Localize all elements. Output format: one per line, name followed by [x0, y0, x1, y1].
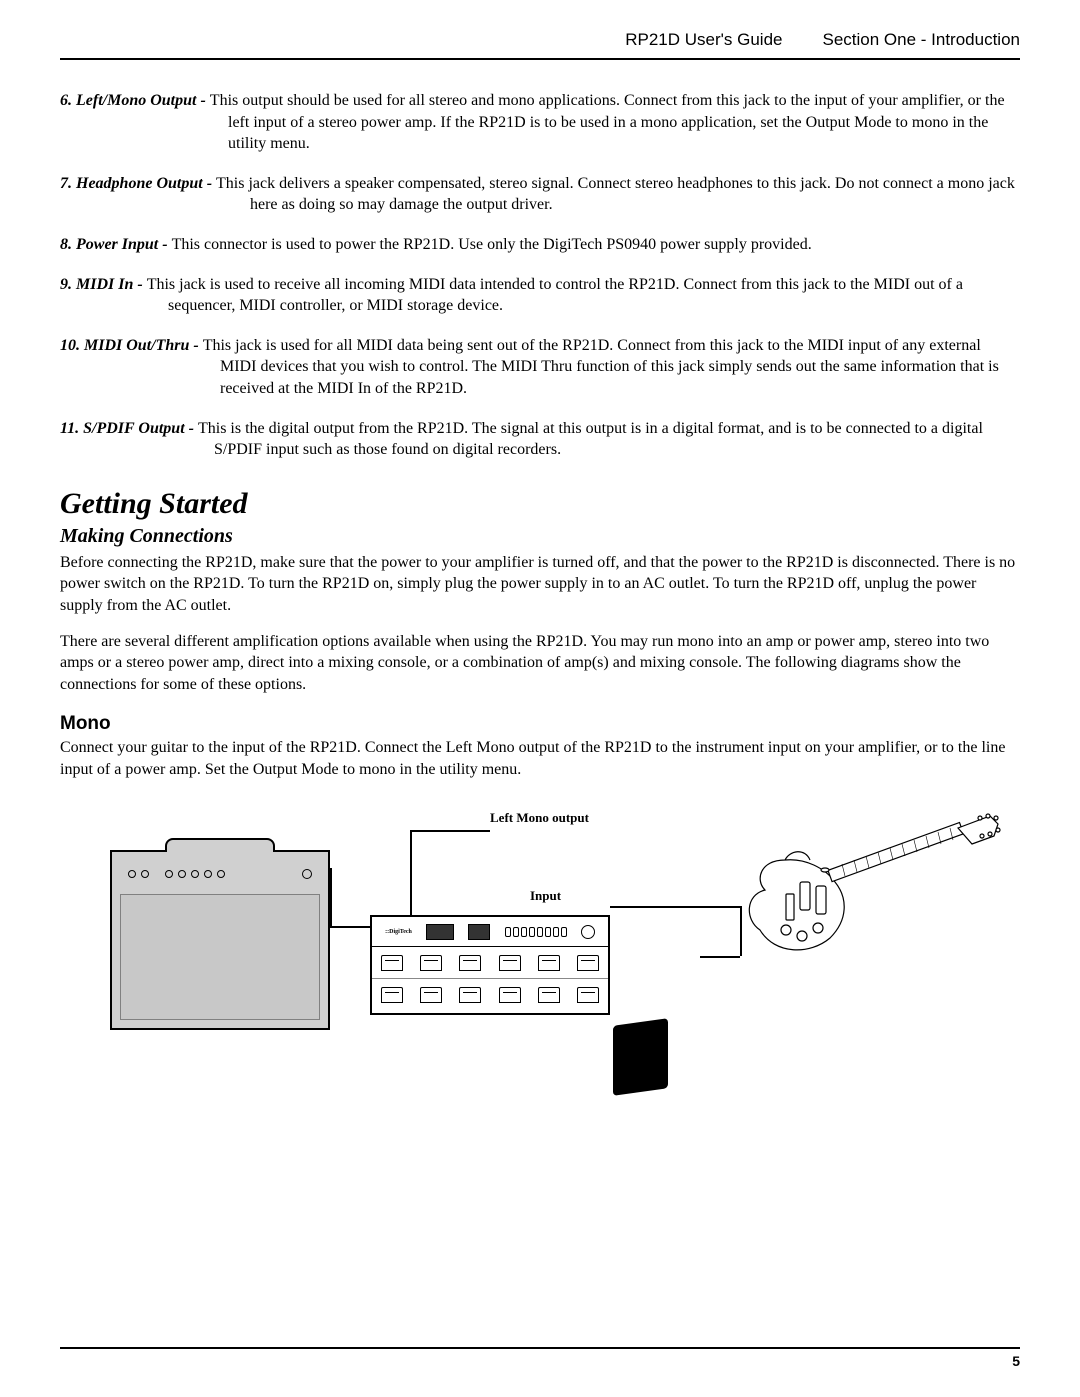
paragraph-connections-2: There are several different amplificatio… [60, 631, 1020, 696]
item-9: 9. MIDI In - This jack is used to receiv… [60, 274, 1020, 317]
item-10: 10. MIDI Out/Thru - This jack is used fo… [60, 335, 1020, 400]
item-label: 11. S/PDIF Output - [60, 420, 198, 437]
page-header: RP21D User's Guide Section One - Introdu… [60, 30, 1020, 60]
item-label: 9. MIDI In - [60, 276, 147, 293]
item-label: 6. Left/Mono Output - [60, 92, 210, 109]
connection-diagram: Left Mono output Input ::DigiTech [110, 810, 970, 1050]
section-title: Section One - Introduction [822, 30, 1020, 50]
guitar-illustration [730, 810, 1010, 970]
label-left-mono-output: Left Mono output [490, 810, 589, 826]
paragraph-connections-1: Before connecting the RP21D, make sure t… [60, 552, 1020, 617]
getting-started-heading: Getting Started [60, 487, 1020, 521]
item-label: 8. Power Input - [60, 236, 172, 253]
item-label: 10. MIDI Out/Thru - [60, 337, 203, 354]
label-input: Input [530, 888, 561, 904]
amplifier-illustration [110, 850, 330, 1030]
rp21d-illustration: ::DigiTech [370, 915, 610, 1015]
making-connections-heading: Making Connections [60, 525, 1020, 548]
item-description: This connector is used to power the RP21… [172, 236, 812, 253]
item-description: This is the digital output from the RP21… [198, 420, 983, 459]
page-number: 5 [1012, 1353, 1020, 1369]
guide-title: RP21D User's Guide [625, 30, 782, 50]
item-6: 6. Left/Mono Output - This output should… [60, 90, 1020, 155]
item-8: 8. Power Input - This connector is used … [60, 234, 1020, 256]
page-footer: 5 [60, 1347, 1020, 1369]
item-11: 11. S/PDIF Output - This is the digital … [60, 418, 1020, 461]
item-7: 7. Headphone Output - This jack delivers… [60, 173, 1020, 216]
item-description: This output should be used for all stere… [210, 92, 1005, 152]
item-description: This jack delivers a speaker compensated… [216, 175, 1015, 214]
item-description: This jack is used to receive all incomin… [147, 276, 963, 315]
mono-heading: Mono [60, 713, 1020, 735]
item-description: This jack is used for all MIDI data bein… [203, 337, 999, 397]
item-label: 7. Headphone Output - [60, 175, 216, 192]
mono-paragraph: Connect your guitar to the input of the … [60, 737, 1020, 780]
